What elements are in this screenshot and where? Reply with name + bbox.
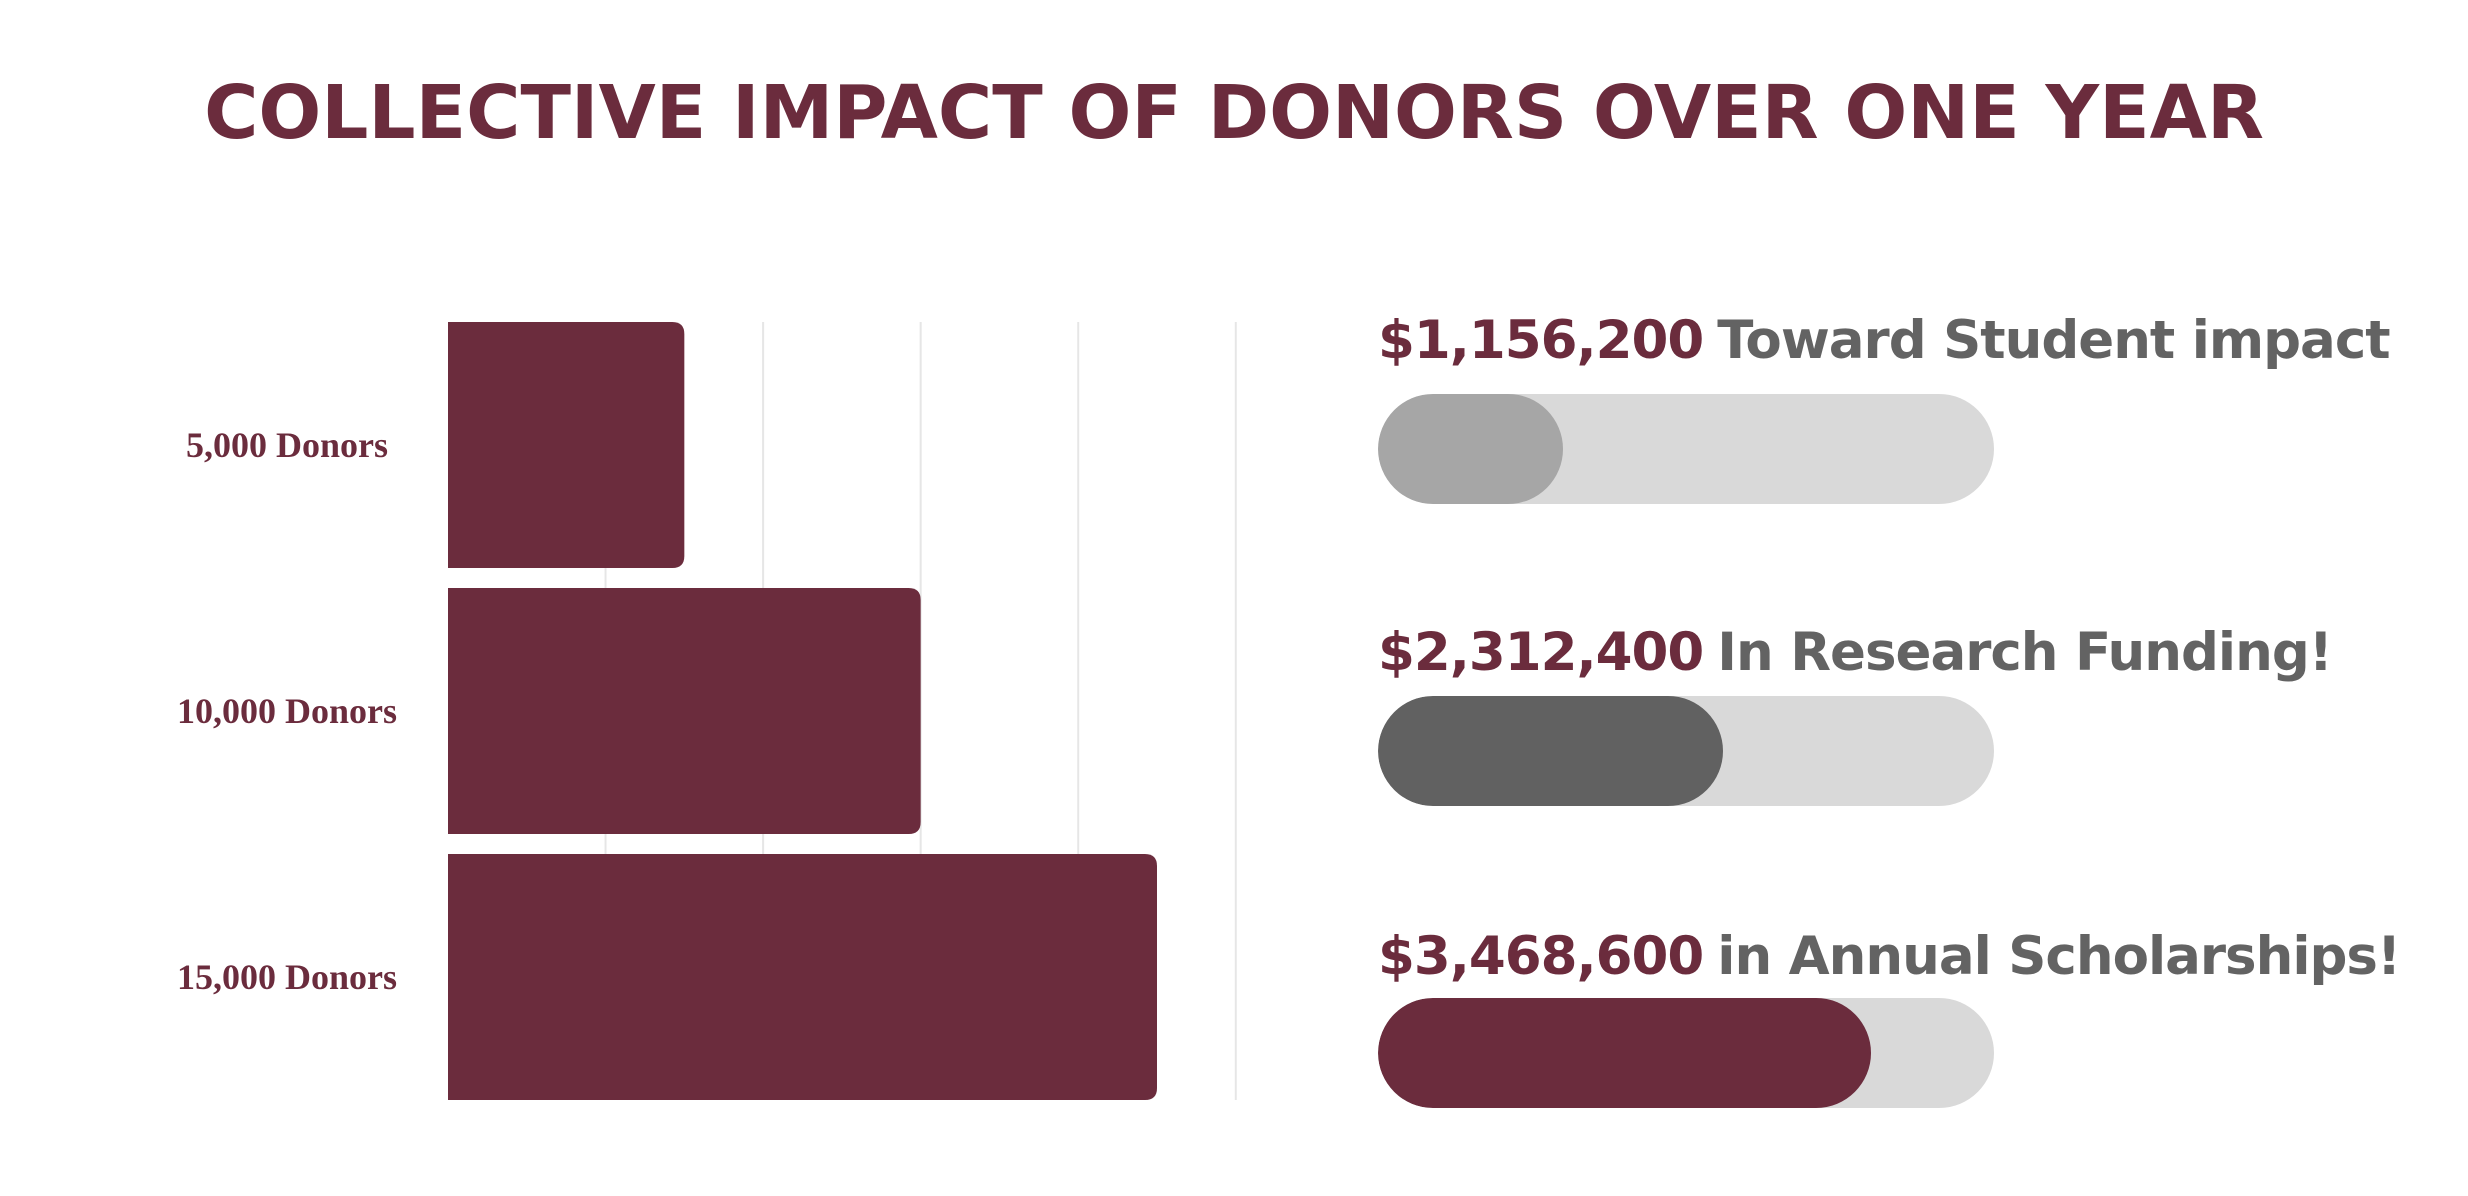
impact-amount: $1,156,200 [1378,310,1704,371]
impact-text: $1,156,200 Toward Student impact [1378,306,2391,376]
bar-category-label: 5,000 Donors [186,425,388,465]
donor-bar-chart: 5,000 Donors 10,000 Donors 15,000 Donors [177,322,1237,1100]
bar-category-label: 10,000 Donors [177,691,397,731]
impact-label: Toward Student impact [1717,310,2390,371]
progress-track [1378,696,1994,806]
progress-track [1378,998,1994,1108]
impact-row-student: $1,156,200 Toward Student impact [1378,306,2391,504]
progress-fill [1378,696,1723,806]
impact-row-scholarships: $3,468,600 in Annual Scholarships! [1378,922,2401,1108]
bar [448,588,921,834]
impact-text: $2,312,400 In Research Funding! [1378,618,2333,688]
progress-track [1378,394,1994,504]
impact-label: in Annual Scholarships! [1717,926,2401,987]
impact-row-research: $2,312,400 In Research Funding! [1378,618,2333,806]
bar-category-label: 15,000 Donors [177,957,397,997]
bar [448,854,1157,1100]
impact-text: $3,468,600 in Annual Scholarships! [1378,922,2401,992]
bar [448,322,685,568]
impact-label: In Research Funding! [1717,622,2333,683]
impact-amount: $2,312,400 [1378,622,1704,683]
impact-amount: $3,468,600 [1378,926,1704,987]
page-title: COLLECTIVE IMPACT OF DONORS OVER ONE YEA… [204,70,2264,156]
progress-fill [1378,998,1871,1108]
progress-fill [1378,394,1563,504]
